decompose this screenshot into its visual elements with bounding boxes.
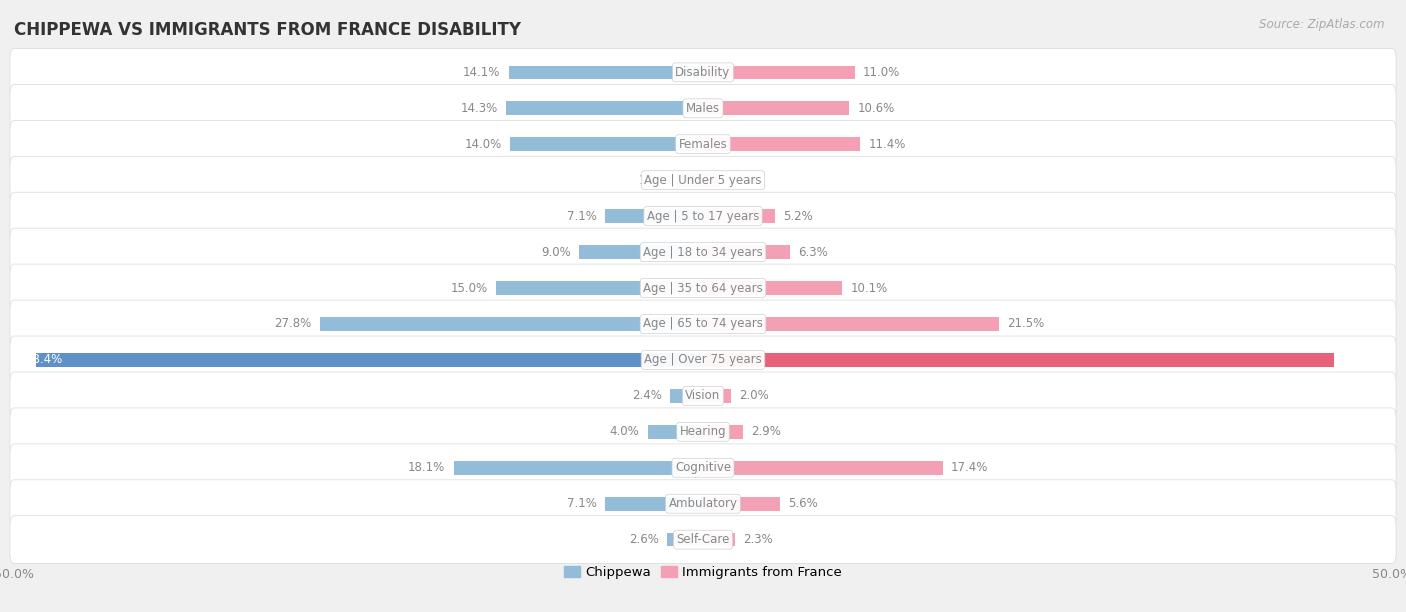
Bar [454, 461, 703, 474]
Bar [703, 245, 790, 259]
Bar [496, 282, 703, 295]
Bar [668, 533, 703, 547]
Bar [509, 65, 703, 79]
Text: Females: Females [679, 138, 727, 151]
Text: 17.4%: 17.4% [950, 461, 988, 474]
Bar [648, 425, 703, 439]
Bar [703, 353, 1334, 367]
Text: 1.2%: 1.2% [728, 174, 758, 187]
Text: 18.1%: 18.1% [408, 461, 446, 474]
Bar [703, 461, 943, 474]
FancyBboxPatch shape [10, 408, 1396, 456]
Text: 2.3%: 2.3% [742, 533, 773, 546]
Text: 10.6%: 10.6% [858, 102, 894, 115]
Bar [703, 425, 742, 439]
Bar [703, 533, 735, 547]
Bar [703, 282, 842, 295]
Text: 2.4%: 2.4% [631, 389, 662, 402]
Bar [703, 497, 780, 510]
Text: CHIPPEWA VS IMMIGRANTS FROM FRANCE DISABILITY: CHIPPEWA VS IMMIGRANTS FROM FRANCE DISAB… [14, 21, 522, 39]
Bar [703, 389, 731, 403]
Text: 2.9%: 2.9% [751, 425, 782, 438]
Text: 14.1%: 14.1% [463, 66, 501, 79]
FancyBboxPatch shape [10, 156, 1396, 204]
Text: 14.0%: 14.0% [464, 138, 502, 151]
FancyBboxPatch shape [10, 264, 1396, 312]
FancyBboxPatch shape [10, 336, 1396, 384]
Text: 1.9%: 1.9% [638, 174, 669, 187]
Text: Disability: Disability [675, 66, 731, 79]
Bar [676, 173, 703, 187]
Text: Age | Over 75 years: Age | Over 75 years [644, 353, 762, 367]
Text: 7.1%: 7.1% [567, 497, 598, 510]
Bar [605, 209, 703, 223]
FancyBboxPatch shape [10, 228, 1396, 276]
Text: Age | 65 to 74 years: Age | 65 to 74 years [643, 318, 763, 330]
FancyBboxPatch shape [10, 48, 1396, 96]
Text: 2.0%: 2.0% [738, 389, 769, 402]
Bar [579, 245, 703, 259]
Text: Age | 5 to 17 years: Age | 5 to 17 years [647, 210, 759, 223]
FancyBboxPatch shape [10, 121, 1396, 168]
Bar [321, 317, 703, 330]
Text: Age | Under 5 years: Age | Under 5 years [644, 174, 762, 187]
Text: Self-Care: Self-Care [676, 533, 730, 546]
Bar [37, 353, 703, 367]
FancyBboxPatch shape [10, 300, 1396, 348]
Text: 9.0%: 9.0% [541, 245, 571, 259]
Bar [669, 389, 703, 403]
FancyBboxPatch shape [10, 444, 1396, 491]
Bar [506, 102, 703, 115]
Text: 48.4%: 48.4% [25, 353, 62, 367]
Bar [703, 317, 1000, 330]
Text: Ambulatory: Ambulatory [668, 497, 738, 510]
Text: Vision: Vision [685, 389, 721, 402]
Bar [703, 65, 855, 79]
FancyBboxPatch shape [10, 372, 1396, 420]
Bar [703, 209, 775, 223]
Text: 27.8%: 27.8% [274, 318, 312, 330]
Text: Age | 18 to 34 years: Age | 18 to 34 years [643, 245, 763, 259]
FancyBboxPatch shape [10, 480, 1396, 528]
FancyBboxPatch shape [10, 516, 1396, 564]
Bar [703, 102, 849, 115]
Text: Males: Males [686, 102, 720, 115]
Text: 11.0%: 11.0% [863, 66, 900, 79]
Text: Hearing: Hearing [679, 425, 727, 438]
Text: 4.0%: 4.0% [610, 425, 640, 438]
Text: 5.2%: 5.2% [783, 210, 813, 223]
FancyBboxPatch shape [10, 84, 1396, 132]
Text: Age | 35 to 64 years: Age | 35 to 64 years [643, 282, 763, 294]
Bar [510, 138, 703, 151]
Text: 21.5%: 21.5% [1008, 318, 1045, 330]
Text: 14.3%: 14.3% [460, 102, 498, 115]
Text: 6.3%: 6.3% [799, 245, 828, 259]
Bar [605, 497, 703, 510]
Bar [703, 138, 860, 151]
Text: 5.6%: 5.6% [789, 497, 818, 510]
Text: 15.0%: 15.0% [451, 282, 488, 294]
Text: Source: ZipAtlas.com: Source: ZipAtlas.com [1260, 18, 1385, 31]
Text: Cognitive: Cognitive [675, 461, 731, 474]
Text: 10.1%: 10.1% [851, 282, 887, 294]
Bar [703, 173, 720, 187]
Text: 2.6%: 2.6% [628, 533, 659, 546]
Text: 45.8%: 45.8% [1344, 353, 1381, 367]
Legend: Chippewa, Immigrants from France: Chippewa, Immigrants from France [558, 561, 848, 584]
FancyBboxPatch shape [10, 192, 1396, 240]
Text: 11.4%: 11.4% [869, 138, 905, 151]
Text: 7.1%: 7.1% [567, 210, 598, 223]
